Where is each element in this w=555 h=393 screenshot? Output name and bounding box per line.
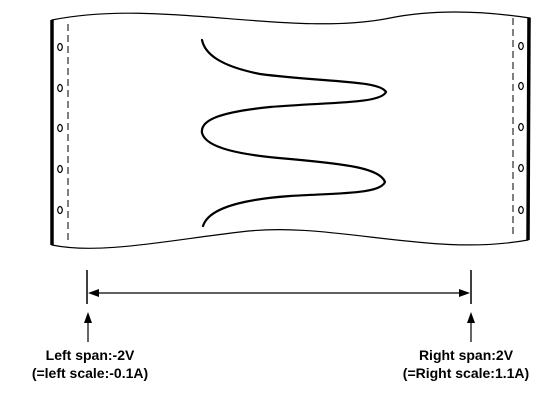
span-arrow-right-head	[459, 289, 470, 297]
sprocket-hole	[57, 42, 63, 52]
sprocket-hole	[518, 41, 524, 51]
right-sprocket-holes	[518, 41, 524, 215]
left-sprocket-holes	[57, 42, 63, 215]
span-arrow-left-head	[88, 289, 99, 297]
sprocket-hole	[518, 205, 524, 215]
left-span-line1: Left span:-2V	[45, 347, 135, 363]
right-span-line2: (=Right scale:1.1A)	[402, 365, 530, 381]
right-paper-edge	[526, 17, 531, 241]
left-pointer-head	[84, 312, 92, 323]
right-pointer-head	[467, 312, 475, 323]
right-span-line1: Right span:2V	[418, 347, 514, 363]
sprocket-hole	[57, 83, 63, 93]
sprocket-hole	[57, 123, 63, 133]
sprocket-hole	[518, 81, 524, 91]
sprocket-hole	[518, 163, 524, 173]
recorded-trace	[200, 38, 388, 228]
sprocket-hole	[57, 164, 63, 174]
sprocket-hole	[57, 205, 63, 215]
left-span-label: Left span:-2V (=left scale:-0.1A)	[2, 346, 178, 382]
chart-paper-outline	[51, 11, 531, 249]
left-span-line2: (=left scale:-0.1A)	[31, 365, 149, 381]
sprocket-hole	[518, 122, 524, 132]
right-span-label: Right span:2V (=Right scale:1.1A)	[378, 346, 554, 382]
